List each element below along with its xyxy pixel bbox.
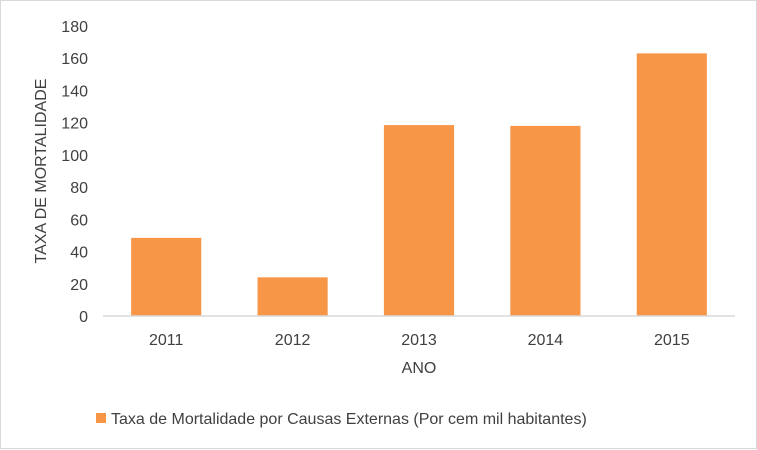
y-tick-label: 0	[79, 309, 88, 326]
bar-2013	[383, 125, 455, 316]
bar-series	[131, 53, 707, 317]
y-tick-label: 80	[70, 180, 88, 197]
bar-2014	[510, 125, 581, 316]
y-tick-label: 100	[61, 148, 88, 165]
legend-label: Taxa de Mortalidade por Causas Externas …	[111, 411, 587, 428]
bar-2011	[131, 237, 202, 316]
y-tick-label: 20	[70, 277, 88, 294]
x-axis-tick-labels: 2011 2012 2013 2014 2015	[149, 332, 690, 349]
x-axis-title: ANO	[402, 360, 437, 377]
x-tick-label: 2015	[654, 332, 690, 349]
x-tick-label: 2012	[275, 332, 311, 349]
y-tick-label: 180	[61, 19, 88, 36]
y-axis-tick-labels: 0 20 40 60 80 100 120 140 160 180	[61, 19, 88, 326]
y-axis-title: TAXA DE MORTALIDADE	[33, 79, 50, 264]
y-tick-label: 140	[61, 83, 88, 100]
x-tick-label: 2013	[401, 332, 437, 349]
legend-swatch	[96, 413, 106, 423]
x-tick-label: 2011	[149, 332, 184, 349]
x-tick-label: 2014	[528, 332, 564, 349]
y-tick-label: 120	[61, 116, 88, 133]
y-tick-label: 60	[70, 212, 88, 229]
legend: Taxa de Mortalidade por Causas Externas …	[96, 411, 587, 428]
y-tick-label: 160	[61, 51, 88, 68]
y-tick-label: 40	[70, 245, 88, 262]
bar-2012	[257, 277, 328, 316]
bar-2015	[636, 53, 707, 317]
